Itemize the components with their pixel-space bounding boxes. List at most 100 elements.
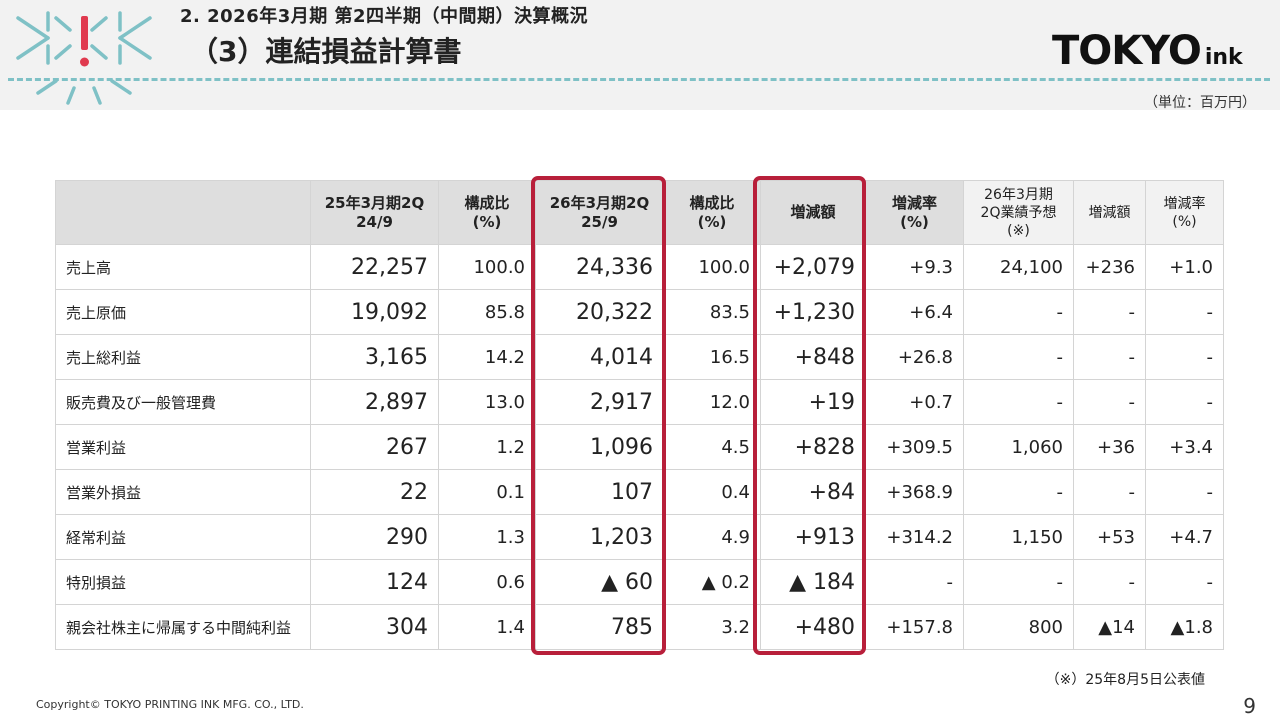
table-cell: - [1073, 289, 1146, 335]
income-statement-table: 25年3月期2Q 24/9 構成比 (%) 26年3月期2Q 25/9 構成比 (%)… [55, 180, 1224, 650]
table-cell: +368.9 [865, 469, 964, 515]
row-label: 売上原価 [55, 289, 311, 335]
column-header: 25年3月期2Q 24/9 [310, 180, 439, 245]
table-cell: - [1073, 379, 1146, 425]
table-cell: 1,203 [535, 514, 664, 560]
column-header: 26年3月期2Q 25/9 [535, 180, 664, 245]
table-cell: 100.0 [438, 244, 536, 290]
table-cell: +36 [1073, 424, 1146, 470]
table-cell: 290 [310, 514, 439, 560]
table-cell: +4.7 [1145, 514, 1224, 560]
table-cell: 20,322 [535, 289, 664, 335]
table-cell: +480 [760, 604, 866, 650]
table-cell: +53 [1073, 514, 1146, 560]
table-cell: 267 [310, 424, 439, 470]
table-cell: +848 [760, 334, 866, 380]
brand-logo: TOKYO ink [1052, 28, 1252, 74]
page-number: 9 [1243, 694, 1256, 718]
table-cell: 1.2 [438, 424, 536, 470]
header-divider [8, 78, 1270, 81]
table-cell: 124 [310, 559, 439, 605]
column-header: 構成比 (%) [438, 180, 536, 245]
table-cell: 22 [310, 469, 439, 515]
brand-main: TOKYO [1052, 28, 1202, 74]
table-row: 売上原価 19,092 85.8 20,322 83.5 +1,230 +6.4- - - [55, 289, 1224, 335]
table-row: 売上高 22,257 100.0 24,336 100.0 +2,079 +9.3 24,10… [55, 244, 1224, 290]
table-cell: 0.4 [663, 469, 761, 515]
table-cell: +314.2 [865, 514, 964, 560]
table-row: 経常利益 290 1.3 1,203 4.9 +913 +314.2 1,150 +53 +4.7 [55, 514, 1224, 560]
footnote: （※）25年8月5日公表値 [1045, 672, 1205, 688]
table-cell: +3.4 [1145, 424, 1224, 470]
table-cell: 3.2 [663, 604, 761, 650]
table-cell: +9.3 [865, 244, 964, 290]
table-cell: - [1145, 469, 1224, 515]
brand-sub: ink [1204, 45, 1243, 70]
column-header: 増減率 (%) [865, 180, 964, 245]
row-label: 特別損益 [55, 559, 311, 605]
table-cell: 4,014 [535, 334, 664, 380]
table-cell: - [963, 559, 1074, 605]
table-cell: ▲1.8 [1145, 604, 1224, 650]
table-cell: 0.1 [438, 469, 536, 515]
table-cell: 1.4 [438, 604, 536, 650]
table-cell: +26.8 [865, 334, 964, 380]
table-cell: +6.4 [865, 289, 964, 335]
table-cell: +0.7 [865, 379, 964, 425]
table-cell: 2,897 [310, 379, 439, 425]
column-header: 増減率 (%) [1145, 180, 1224, 245]
table-cell: - [1073, 334, 1146, 380]
table-cell: 22,257 [310, 244, 439, 290]
table-row: 販売費及び一般管理費 2,897 13.0 2,917 12.0 +19 +0.7- - - [55, 379, 1224, 425]
table-cell: - [1145, 289, 1224, 335]
table-cell: - [963, 334, 1074, 380]
table-cell: 19,092 [310, 289, 439, 335]
header-row: 25年3月期2Q 24/9 構成比 (%) 26年3月期2Q 25/9 構成比 (%)… [55, 180, 1224, 245]
table-cell: 1.3 [438, 514, 536, 560]
table-cell: 1,060 [963, 424, 1074, 470]
highlight-change-amount [753, 176, 866, 655]
table-cell: 4.5 [663, 424, 761, 470]
table-cell: - [1145, 379, 1224, 425]
row-label: 販売費及び一般管理費 [55, 379, 311, 425]
table-cell: 4.9 [663, 514, 761, 560]
page-title: （3）連結損益計算書 [190, 35, 462, 68]
row-label: 営業利益 [55, 424, 311, 470]
column-header: 26年3月期 2Q業績予想 (※) [963, 180, 1074, 245]
table-cell: - [1073, 469, 1146, 515]
table-cell: - [963, 469, 1074, 515]
row-label: 売上高 [55, 244, 311, 290]
header-band [0, 0, 1280, 110]
table-cell: 12.0 [663, 379, 761, 425]
table-cell: ▲ 60 [535, 559, 664, 605]
copyright: Copyright© TOKYO PRINTING INK MFG. CO., … [36, 698, 304, 711]
table-cell: - [1073, 559, 1146, 605]
table-cell: - [963, 289, 1074, 335]
table-row: 親会社株主に帰属する中間純利益 304 1.4 785 3.2 +480 +157.8 800… [55, 604, 1224, 650]
column-header: 構成比 (%) [663, 180, 761, 245]
table-cell: 24,100 [963, 244, 1074, 290]
table-cell: +236 [1073, 244, 1146, 290]
row-label: 売上総利益 [55, 334, 311, 380]
table-cell: 14.2 [438, 334, 536, 380]
table-cell: ▲14 [1073, 604, 1146, 650]
table-cell: - [1145, 334, 1224, 380]
table-cell: 100.0 [663, 244, 761, 290]
unit-label: （単位：百万円） [1144, 95, 1256, 111]
table-cell: - [865, 559, 964, 605]
table-cell: +1,230 [760, 289, 866, 335]
table-cell: +828 [760, 424, 866, 470]
table-cell: +19 [760, 379, 866, 425]
row-label: 営業外損益 [55, 469, 311, 515]
table-row: 売上総利益 3,165 14.2 4,014 16.5 +848 +26.8- - - [55, 334, 1224, 380]
table-cell: 785 [535, 604, 664, 650]
row-label: 経常利益 [55, 514, 311, 560]
table-cell: 0.6 [438, 559, 536, 605]
table-row: 営業外損益 22 0.1 107 0.4 +84 +368.9- - - [55, 469, 1224, 515]
table-cell: 85.8 [438, 289, 536, 335]
table-cell: 24,336 [535, 244, 664, 290]
table-cell: 13.0 [438, 379, 536, 425]
table-cell: 1,150 [963, 514, 1074, 560]
table-row: 特別損益 124 0.6 ▲ 60 ▲ 0.2 ▲ 184- - - - [55, 559, 1224, 605]
table-cell: +913 [760, 514, 866, 560]
